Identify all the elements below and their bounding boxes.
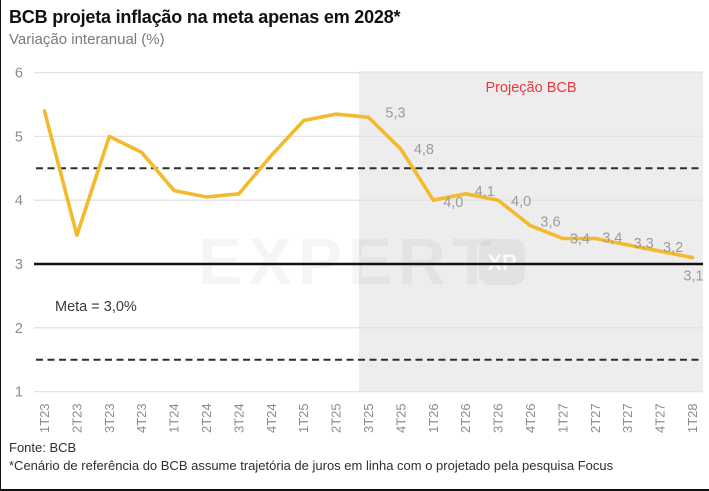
watermark-xp-logo [479,239,525,285]
chart-subtitle: Variação interanual (%) [9,31,165,48]
x-axis-tick-label: 3T27 [620,403,635,433]
x-axis-tick-label: 1T28 [685,403,700,433]
source-text: Fonte: BCB [9,440,77,455]
x-axis-tick-label: 4T26 [523,403,538,433]
x-axis-tick-label: 3T24 [231,403,246,433]
x-axis-tick-label: 1T23 [37,403,52,433]
data-point-label: 3,1 [683,269,703,285]
y-axis-tick-label: 3 [15,257,23,273]
x-axis-tick-label: 1T25 [296,403,311,433]
page-title: BCB projeta inflação na meta apenas em 2… [9,7,401,27]
inflation-line [42,109,695,260]
projection-label: Projeção BCB [485,80,576,96]
x-axis-tick-label: 2T27 [588,403,603,433]
chart-footer: Fonte: BCB *Cenário de referência do BCB… [9,439,613,475]
x-axis-tick-label: 3T26 [491,403,506,433]
data-point-label: 3,6 [540,215,560,231]
data-point-label: 3,3 [634,236,654,252]
data-point-label: 4,0 [511,194,531,210]
y-axis-tick-label: 1 [15,385,23,401]
watermark-xp-text: XP [487,250,516,275]
x-axis-tick-label: 3T23 [102,403,117,433]
x-axis-tick-label: 4T23 [134,403,149,433]
x-axis-tick-label: 4T25 [393,403,408,433]
x-axis-tick-label: 2T24 [199,403,214,433]
projection-area [359,71,703,392]
x-axis-tick-label: 2T23 [69,403,84,433]
x-axis-tick-label: 4T27 [653,403,668,433]
watermark-text: EXPERT [198,224,498,298]
y-axis-tick-label: 5 [15,129,23,145]
data-point-label: 3,2 [663,240,683,256]
x-axis-tick-label: 1T26 [426,403,441,433]
data-point-label: 3,4 [570,231,590,247]
x-axis-tick-label: 3T25 [361,403,376,433]
x-axis-tick-label: 2T25 [329,403,344,433]
x-axis-tick-label: 1T27 [555,403,570,433]
x-axis-tick-label: 2T26 [458,403,473,433]
data-point-label: 5,3 [385,105,405,121]
y-axis-tick-label: 2 [15,321,23,337]
data-point-label: 4,8 [414,142,434,158]
y-axis-tick-label: 4 [15,193,23,209]
target-line-label: Meta = 3,0% [55,299,137,315]
footnote-text: *Cenário de referência do BCB assume tra… [9,458,614,473]
data-point-label: 4,1 [475,184,495,200]
x-axis-tick-label: 1T24 [167,403,182,433]
data-point-label: 3,4 [602,230,622,246]
data-point-label: 4,0 [443,195,463,211]
line-chart: EXPERTXP 6 5 4 3 2 1 Meta = 3,0% Projeção BCB 5,3… [15,66,704,433]
y-axis-tick-label: 6 [15,66,23,82]
x-axis-tick-label: 4T24 [264,403,279,433]
